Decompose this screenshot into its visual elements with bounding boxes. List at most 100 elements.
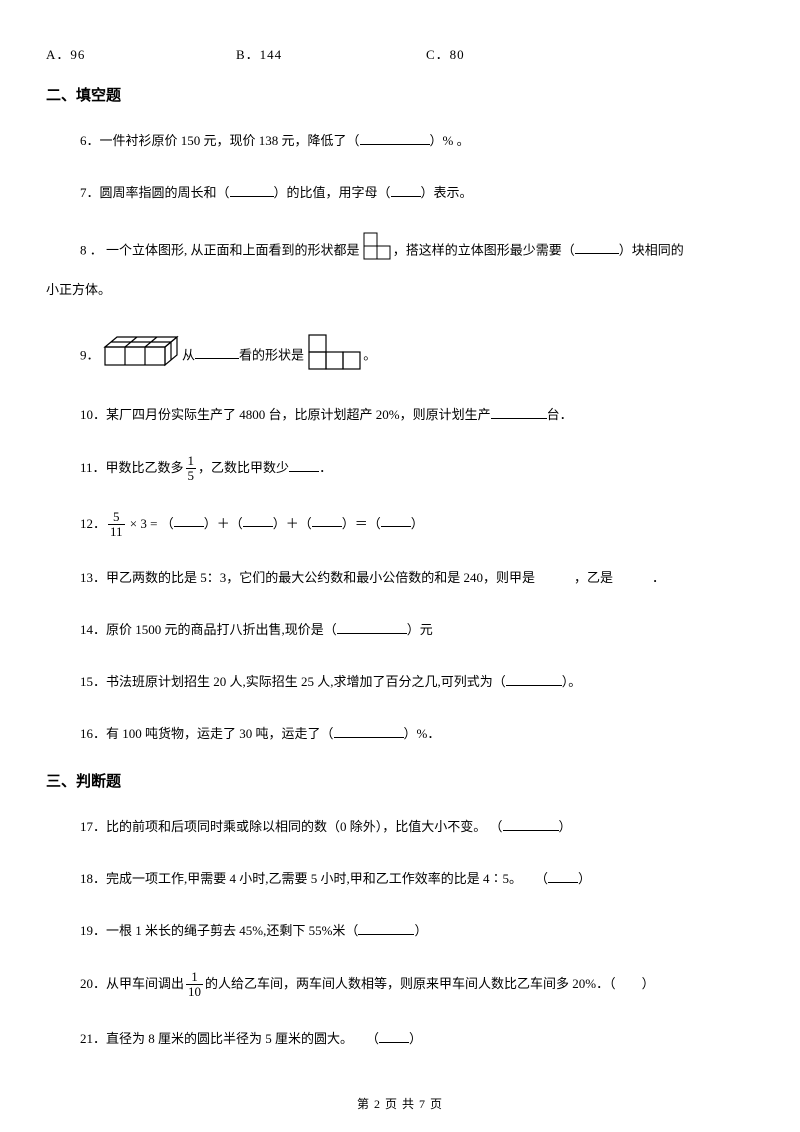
- blank: [334, 726, 404, 738]
- q14-t1: 原价 1500 元的商品打八折出售,现价是（: [106, 622, 337, 637]
- shape-l-icon: [363, 232, 393, 271]
- q15-t2: ）。: [562, 674, 582, 689]
- q21-num: 21．: [80, 1031, 106, 1046]
- fraction-1-5: 15: [186, 454, 197, 484]
- q16-t2: ）%．: [404, 726, 441, 741]
- q20-num: 20．: [80, 976, 106, 991]
- q8-t3: ）块相同的: [619, 242, 684, 257]
- blank: [381, 515, 411, 527]
- cuboid-icon: [103, 333, 179, 380]
- q7-t3: ）表示。: [421, 185, 473, 200]
- question-16: 16．有 100 吨货物，运走了 30 吨，运走了（ ）%．: [80, 721, 754, 747]
- question-19: 19．一根 1 米长的绳子剪去 45%,还剩下 55%米（）: [80, 918, 754, 944]
- q21-t2: ）: [409, 1031, 422, 1046]
- blank: [358, 923, 414, 935]
- q16-num: 16．: [80, 726, 106, 741]
- q6-t1: 一件衬衫原价 150 元，现价 138 元，降低了（: [100, 133, 360, 148]
- q19-t1: 一根 1 米长的绳子剪去 45%,还剩下 55%米（: [106, 923, 358, 938]
- question-15: 15．书法班原计划招生 20 人,实际招生 25 人,求增加了百分之几,可列式为…: [80, 669, 754, 695]
- question-6: 6．一件衬衫原价 150 元，现价 138 元，降低了（ ）% 。: [80, 128, 754, 154]
- blank: [548, 871, 578, 883]
- question-13: 13．甲乙两数的比是 5：3，它们的最大公约数和最小公倍数的和是 240，则甲是…: [80, 565, 754, 591]
- q14-num: 14．: [80, 622, 106, 637]
- q16-t1: 有 100 吨货物，运走了 30 吨，运走了（: [106, 726, 334, 741]
- section-2-title: 二、填空题: [46, 89, 754, 104]
- q18-num: 18．: [80, 871, 106, 886]
- q8-num: 8 ．: [80, 242, 103, 257]
- q21-t1: 直径为 8 厘米的圆比半径为 5 厘米的圆大。 （: [106, 1031, 379, 1046]
- q11-t2: ，乙数比甲数少: [198, 460, 289, 475]
- q11-t3: ．: [319, 460, 332, 475]
- blank: [506, 674, 562, 686]
- question-20: 20．从甲车间调出110的人给乙车间，两车间人数相等，则原来甲车间人数比乙车间多…: [80, 970, 754, 1000]
- question-12: 12．511 × 3 = （ ）＋（ ）＋（ ）＝（ ）: [80, 510, 754, 540]
- blank: [312, 515, 342, 527]
- shape-l2-icon: [307, 333, 363, 380]
- fraction-5-11: 511: [108, 510, 125, 540]
- q12-t2: ）＋（: [204, 515, 243, 530]
- q7-t2: ）的比值，用字母（: [274, 185, 391, 200]
- q7-t1: 圆周率指圆的周长和（: [100, 185, 230, 200]
- q8-t1: 一个立体图形, 从正面和上面看到的形状都是: [103, 242, 360, 257]
- q12-t3: ）＋（: [273, 515, 312, 530]
- choice-b: B．144: [236, 48, 426, 61]
- q13-num: 13．: [80, 570, 106, 585]
- blank: [360, 133, 430, 145]
- q7-num: 7．: [80, 185, 100, 200]
- question-17: 17．比的前项和后项同时乘或除以相同的数（0 除外），比值大小不变。 （ ）: [80, 814, 754, 840]
- q15-num: 15．: [80, 674, 106, 689]
- q9-num: 9．: [80, 347, 100, 362]
- q17-t2: ）: [559, 819, 572, 834]
- blank: [230, 185, 274, 197]
- question-21: 21．直径为 8 厘米的圆比半径为 5 厘米的圆大。 （ ）: [80, 1026, 754, 1052]
- q10-t1: 某厂四月份实际生产了 4800 台，比原计划超产 20%，则原计划生产: [106, 407, 491, 422]
- q13-t1: 甲乙两数的比是 5：3，它们的最大公约数和最小公倍数的和是 240，则甲是 ，乙…: [106, 570, 665, 585]
- q12-t1: × 3 = （: [127, 515, 174, 530]
- q12-t4: ）＝（: [342, 515, 381, 530]
- q11-t1: 甲数比乙数多: [106, 460, 184, 475]
- blank: [491, 407, 547, 419]
- q8-t2: ，搭这样的立体图形最少需要（: [393, 242, 575, 257]
- blank: [575, 242, 619, 254]
- question-18: 18．完成一项工作,甲需要 4 小时,乙需要 5 小时,甲和乙工作效率的比是 4…: [80, 866, 754, 892]
- q12-t5: ）: [411, 515, 424, 530]
- q20-t1: 从甲车间调出: [106, 976, 184, 991]
- q10-t2: 台．: [547, 407, 573, 422]
- q9-t2: 看的形状是: [239, 347, 304, 362]
- q6-num: 6．: [80, 133, 100, 148]
- question-7: 7．圆周率指圆的周长和（ ）的比值，用字母（ ）表示。: [80, 180, 754, 206]
- blank: [503, 819, 559, 831]
- section-3-title: 三、判断题: [46, 775, 754, 790]
- q10-num: 10．: [80, 407, 106, 422]
- q18-t2: ）: [578, 871, 591, 886]
- blank: [379, 1031, 409, 1043]
- question-11: 11．甲数比乙数多15，乙数比甲数少 ．: [80, 454, 754, 484]
- question-14: 14．原价 1500 元的商品打八折出售,现价是（ ）元: [80, 617, 754, 643]
- q17-t1: 比的前项和后项同时乘或除以相同的数（0 除外），比值大小不变。 （: [106, 819, 503, 834]
- blank: [391, 185, 421, 197]
- fraction-1-10: 110: [186, 970, 203, 1000]
- blank: [195, 347, 239, 359]
- q15-t1: 书法班原计划招生 20 人,实际招生 25 人,求增加了百分之几,可列式为（: [106, 674, 506, 689]
- q20-t2: 的人给乙车间，两车间人数相等，则原来甲车间人数比乙车间多 20%．（ ）: [205, 976, 655, 991]
- question-8: 8 ． 一个立体图形, 从正面和上面看到的形状都是 ，搭这样的立体图形最少需要（…: [80, 232, 754, 271]
- blank: [243, 515, 273, 527]
- q11-num: 11．: [80, 460, 106, 475]
- q14-t2: ）元: [407, 622, 433, 637]
- blank: [289, 460, 319, 472]
- question-8-line2: 小正方体。: [46, 277, 754, 303]
- q17-num: 17．: [80, 819, 106, 834]
- blank: [174, 515, 204, 527]
- q9-t3: 。: [363, 347, 376, 362]
- q18-t1: 完成一项工作,甲需要 4 小时,乙需要 5 小时,甲和乙工作效率的比是 4∶5。…: [106, 871, 548, 886]
- q12-num: 12．: [80, 515, 106, 530]
- q9-t1: 从: [182, 347, 195, 362]
- choice-c: C．80: [426, 48, 465, 61]
- page-footer: 第 2 页 共 7 页: [0, 1098, 800, 1110]
- choice-a: A．96: [46, 48, 236, 61]
- q8-t4: 小正方体。: [46, 282, 111, 297]
- q6-t2: ）% 。: [430, 133, 470, 148]
- blank: [337, 622, 407, 634]
- q19-num: 19．: [80, 923, 106, 938]
- choice-row: A．96 B．144 C．80: [46, 48, 754, 61]
